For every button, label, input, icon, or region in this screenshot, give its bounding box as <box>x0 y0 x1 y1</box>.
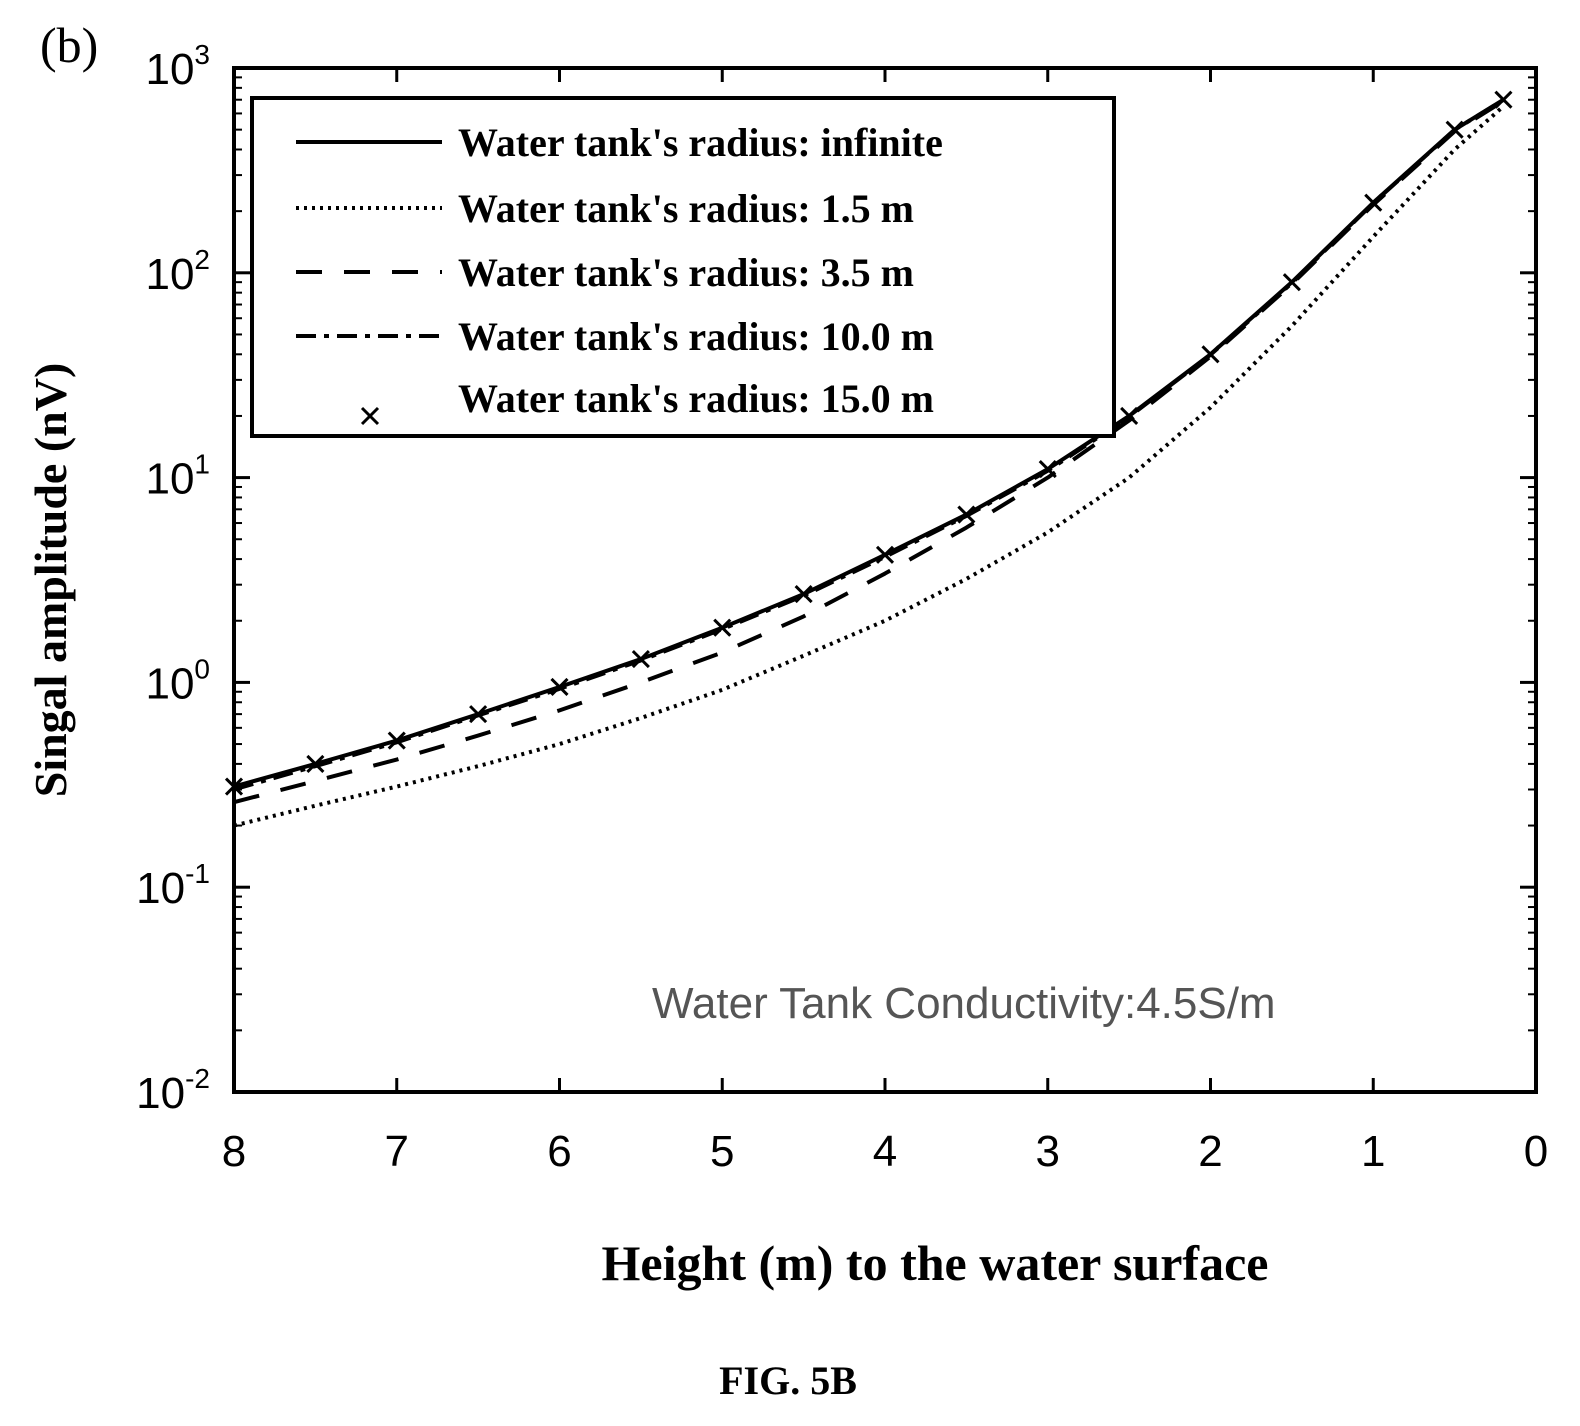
marker-x-point <box>550 677 569 697</box>
legend-label: Water tank's radius: 1.5 m <box>458 186 914 231</box>
marker-x-point <box>875 545 895 564</box>
x-tick-label: 1 <box>1361 1127 1385 1176</box>
legend-item: Water tank's radius: 15.0 m <box>360 376 934 426</box>
x-tick-label: 0 <box>1524 1127 1548 1176</box>
marker-x-point <box>1282 273 1301 292</box>
marker-x-point <box>957 505 976 524</box>
legend-label: Water tank's radius: 15.0 m <box>458 376 934 421</box>
y-axis-ticks: 10-2 10-1 100 101 102 103 <box>136 39 1536 1118</box>
marker-x-point <box>1364 193 1383 212</box>
y-tick-label: 101 <box>145 449 210 504</box>
x-tick-label: 8 <box>222 1127 246 1176</box>
marker-x-point <box>224 777 244 796</box>
marker-x-point <box>1120 406 1139 426</box>
conductivity-annotation: Water Tank Conductivity:4.5S/m <box>652 979 1276 1028</box>
marker-x-point <box>631 650 650 669</box>
x-tick-label: 6 <box>547 1127 571 1176</box>
series-markers <box>224 90 1513 796</box>
y-tick-label: 100 <box>145 653 210 708</box>
y-tick-label: 103 <box>145 39 210 94</box>
marker-x-point <box>1038 460 1057 479</box>
x-tick-label: 5 <box>710 1127 734 1176</box>
marker-x-point <box>469 705 488 724</box>
legend-item: Water tank's radius: 3.5 m <box>296 250 914 295</box>
marker-x-point <box>306 754 325 773</box>
marker-x-point <box>1445 120 1464 139</box>
marker-x-point <box>794 584 813 604</box>
x-tick-label: 3 <box>1036 1127 1060 1176</box>
x-tick-label: 4 <box>873 1127 897 1176</box>
y-tick-label: 102 <box>145 244 210 299</box>
y-tick-label: 10-2 <box>136 1063 210 1118</box>
marker-x-point <box>1494 90 1513 109</box>
panel-label: (b) <box>40 17 98 73</box>
marker-x-point <box>387 731 406 750</box>
x-axis-ticks: 8 7 6 5 4 3 2 1 0 <box>222 68 1548 1176</box>
y-axis-label: Singal amplitude (nV) <box>25 363 76 798</box>
legend-label: Water tank's radius: infinite <box>458 120 943 165</box>
marker-x-point <box>713 618 732 637</box>
legend-item: Water tank's radius: 10.0 m <box>296 314 934 359</box>
legend-label: Water tank's radius: 10.0 m <box>458 314 934 359</box>
x-tick-label: 7 <box>385 1127 409 1176</box>
x-tick-label: 2 <box>1198 1127 1222 1176</box>
legend: Water tank's radius: infinite Water tank'… <box>250 96 1116 438</box>
x-axis-label: Height (m) to the water surface <box>602 1235 1269 1291</box>
legend-label: Water tank's radius: 3.5 m <box>458 250 914 295</box>
series-line-dashed <box>233 99 1505 805</box>
legend-item: Water tank's radius: infinite <box>296 120 943 165</box>
legend-marker-x-stroke <box>360 406 380 426</box>
figure-caption: FIG. 5B <box>719 1358 857 1403</box>
legend-item: Water tank's radius: 1.5 m <box>296 186 914 231</box>
marker-x-point <box>1201 345 1220 364</box>
legend-box <box>250 96 1116 438</box>
y-tick-label: 10-1 <box>136 858 210 913</box>
